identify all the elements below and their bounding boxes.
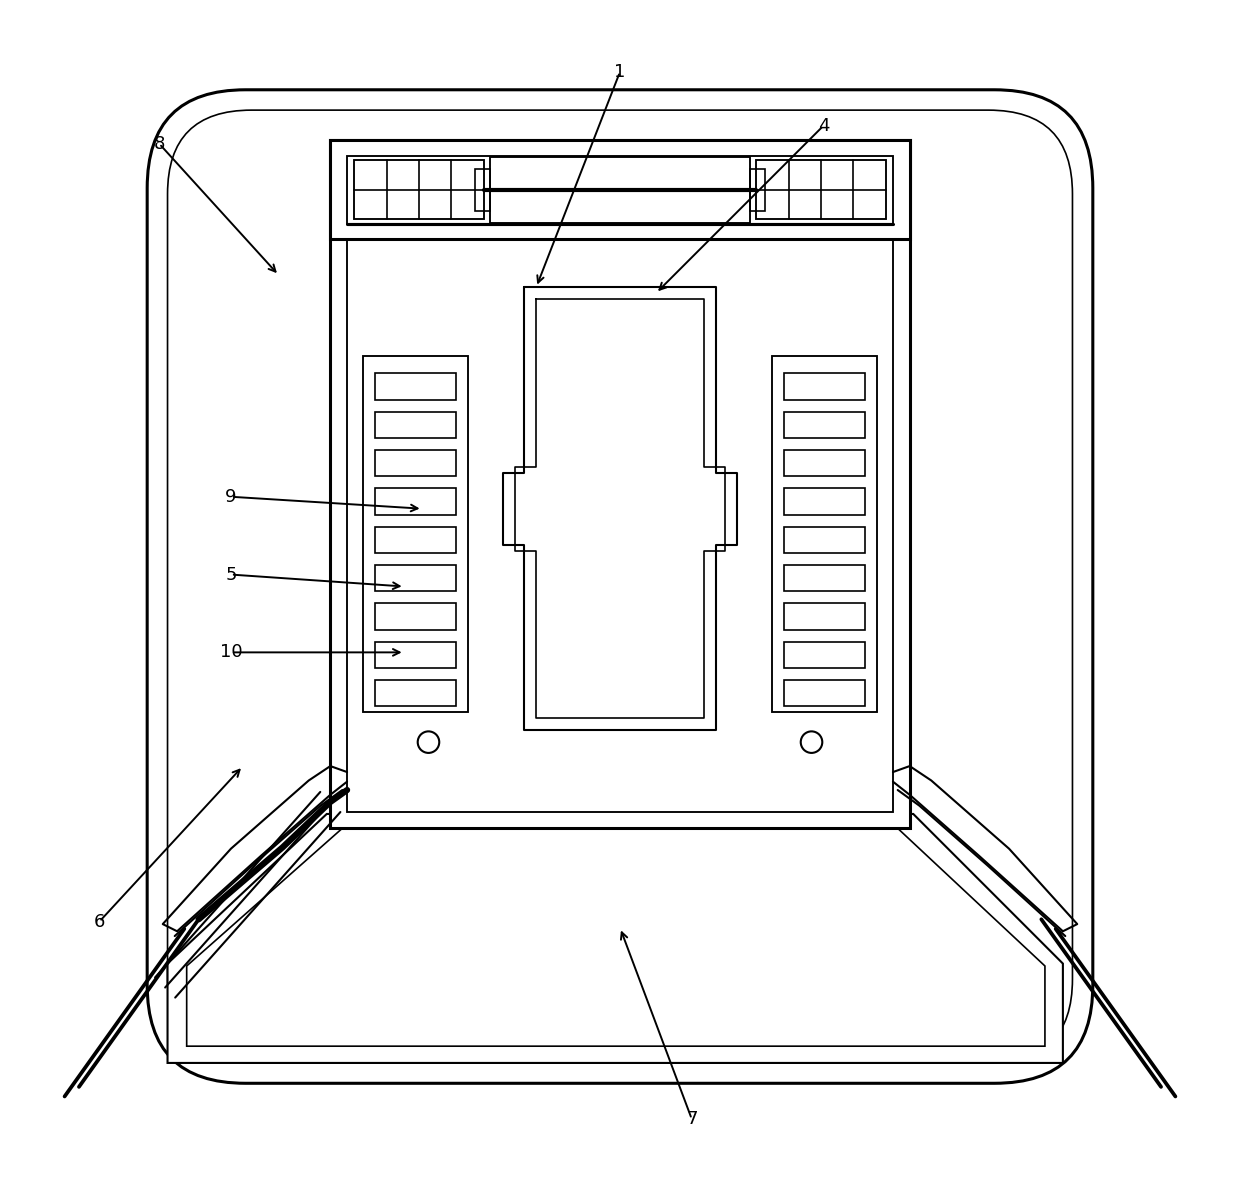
Bar	[374, 527, 456, 553]
Bar	[362, 356, 467, 712]
Bar	[773, 356, 878, 712]
Text: 9: 9	[226, 487, 237, 506]
Bar	[330, 140, 910, 239]
Text: 7: 7	[686, 1110, 698, 1129]
Bar	[330, 140, 910, 828]
Bar	[374, 373, 456, 400]
Bar	[374, 603, 456, 630]
Bar	[374, 680, 456, 706]
Text: 4: 4	[817, 116, 830, 135]
Bar	[374, 488, 456, 515]
Bar	[347, 156, 893, 224]
Bar	[750, 169, 765, 211]
Text: 1: 1	[614, 62, 626, 81]
Bar	[347, 156, 893, 812]
Bar	[784, 603, 866, 630]
Text: 10: 10	[219, 643, 242, 662]
Bar	[784, 527, 866, 553]
Text: 5: 5	[226, 565, 237, 584]
Bar	[374, 450, 456, 476]
Polygon shape	[167, 814, 1063, 1063]
Bar	[784, 642, 866, 668]
Bar	[490, 157, 750, 223]
Bar	[475, 169, 490, 211]
Bar	[374, 642, 456, 668]
FancyBboxPatch shape	[148, 90, 1092, 1083]
Bar	[374, 565, 456, 591]
Bar	[784, 373, 866, 400]
Bar	[784, 412, 866, 438]
Text: 6: 6	[93, 912, 105, 931]
Bar	[374, 412, 456, 438]
Bar	[756, 160, 885, 219]
Bar	[355, 160, 484, 219]
Bar	[784, 680, 866, 706]
Text: 8: 8	[154, 134, 165, 153]
Bar	[784, 488, 866, 515]
Bar	[784, 565, 866, 591]
Bar	[784, 450, 866, 476]
